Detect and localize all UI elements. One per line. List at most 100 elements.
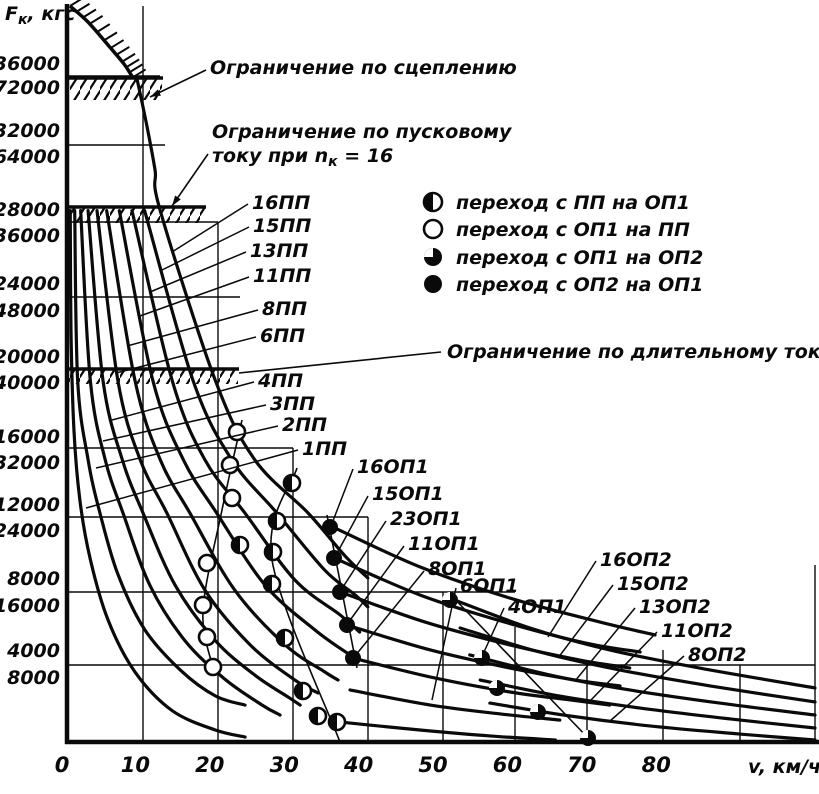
leader-15ПП <box>159 226 250 272</box>
curve-4ПП <box>86 209 302 707</box>
annotation-leader-lines <box>149 69 442 374</box>
starting-current-limit-hatch <box>68 208 205 223</box>
adhesion-hatch-tick <box>89 14 104 25</box>
curve-1ПП <box>68 209 247 739</box>
x-axis-title: v, км/ч <box>748 756 819 778</box>
curve-3ПП <box>79 209 282 717</box>
y-tick-label: 32000 <box>0 452 60 474</box>
curve-label-6ПП: 6ПП <box>260 325 305 347</box>
curve-2ПП <box>73 209 247 707</box>
adhesion-hatch-tick <box>69 0 82 7</box>
leader-4ОП1 <box>483 607 505 653</box>
curve-label-8ОП2: 8ОП2 <box>688 644 747 666</box>
y-tick-label: 64000 <box>0 146 60 168</box>
leader-8ОП2 <box>609 655 685 722</box>
annotation-continuous-current: Ограничение по длительному току <box>447 341 819 363</box>
legend-label-0: переход с ПП на ОП1 <box>456 192 690 214</box>
x-tick-label-60: 60 <box>493 753 522 777</box>
curve-label-13ПП: 13ПП <box>250 240 308 262</box>
y-tick-label: 40000 <box>0 372 60 394</box>
marker-filled-circle <box>322 519 338 535</box>
y-tick-label: 24000 <box>0 520 60 542</box>
leader-13ОП2 <box>574 607 636 682</box>
marker-open-circle <box>222 488 242 508</box>
curve-label-2ПП: 2ПП <box>282 414 327 436</box>
curve-6ПП <box>95 209 320 695</box>
curve-label-11ПП: 11ПП <box>253 265 311 287</box>
leader-continuous-annotation <box>238 351 442 374</box>
curve-label-8ОП1: 8ОП1 <box>428 558 487 580</box>
x-tick-label-30: 30 <box>270 753 299 777</box>
adhesion-hatch-tick <box>96 23 111 33</box>
marker-filled-circle <box>332 584 348 600</box>
y-axis-title: Fк, кгс <box>5 3 76 28</box>
marker-half-circle-fill <box>310 708 318 724</box>
curve-label-15ПП: 15ПП <box>253 215 311 237</box>
leader-15ОП1 <box>334 495 369 558</box>
adhesion-limit-bar-hatch <box>70 79 162 100</box>
curve-label-23ОП1: 23ОП1 <box>390 508 462 530</box>
leader-starting-annotation <box>171 153 209 207</box>
y-tick-label: 4000 <box>6 640 60 662</box>
curve-label-8ПП: 8ПП <box>262 298 307 320</box>
curve-6ОП1 <box>348 688 562 722</box>
annotation-starting-current-line2: току при nк = 16 <box>212 145 393 170</box>
adhesion-hatch-tick <box>75 2 91 13</box>
marker-half-circle-fill <box>424 193 433 211</box>
leader-6ОП1 <box>431 587 457 701</box>
curve-16ОП2 <box>448 596 817 690</box>
leader-11ОП1 <box>347 545 405 624</box>
legend-label-2: переход с ОП1 на ОП2 <box>456 247 703 269</box>
x-tick-label-40: 40 <box>343 753 373 777</box>
curve-label-11ОП2: 11ОП2 <box>661 620 733 642</box>
marker-filled-circle <box>326 550 342 566</box>
marker-three-quarter-notch <box>580 730 588 738</box>
adhesion-limit-curve <box>68 4 135 79</box>
marker-half-circle-fill <box>329 714 337 730</box>
curve-15ПП <box>143 209 370 609</box>
marker-filled-circle <box>339 617 355 633</box>
leader-13ПП <box>149 251 247 293</box>
curve-label-3ПП: 3ПП <box>270 393 315 415</box>
curve-8ОП1 <box>351 656 612 707</box>
curve-11ПП <box>117 209 352 657</box>
curve-16ОП1 <box>331 525 657 637</box>
curve-label-11ОП1: 11ОП1 <box>408 533 480 555</box>
legend-label-3: переход с ОП2 на ОП1 <box>456 274 703 296</box>
curve-4ОП1 <box>338 720 557 742</box>
adhesion-hatch-tick <box>121 52 136 63</box>
y-tick-label: 16000 <box>0 595 60 617</box>
marker-three-quarter-notch <box>489 680 497 688</box>
marker-half-circle-fill <box>264 576 272 592</box>
curve-label-6ОП1: 6ОП1 <box>460 575 519 597</box>
curve-label-16ОП2: 16ОП2 <box>600 549 672 571</box>
marker-open-circle <box>227 422 247 442</box>
adhesion-hatch-tick <box>132 68 147 79</box>
axis-tick-labels: 0 10 20 30 40 50 60 70 8036000720003200064000280… <box>0 53 671 777</box>
label-leader-lines <box>85 203 685 722</box>
adhesion-hatch-tick <box>82 8 97 19</box>
curve-8ПП <box>105 209 340 682</box>
marker-half-circle-fill <box>277 630 285 646</box>
y-tick-label: 8000 <box>7 667 60 689</box>
y-tick-label: 20000 <box>0 346 60 368</box>
leader-16ПП <box>171 203 249 253</box>
y-tick-label: 36000 <box>0 53 60 75</box>
y-tick-label: 28000 <box>0 199 60 221</box>
marker-open-circle <box>197 627 217 647</box>
marker-half-circle-fill <box>232 537 240 553</box>
transition-boundary-line <box>447 591 591 741</box>
marker-open-circle <box>193 595 213 615</box>
curve-label-16ПП: 16ПП <box>252 192 310 214</box>
leader-adhesion-annotation-arrowhead <box>150 89 161 97</box>
curve-label-13ОП2: 13ОП2 <box>639 596 711 618</box>
leader-4ПП <box>111 381 255 421</box>
leader-15ОП2 <box>557 584 614 659</box>
adhesion-hatch-tick <box>125 58 140 69</box>
marker-open-circle <box>197 553 217 573</box>
annotation-adhesion-limit: Ограничение по сцеплению <box>210 57 517 79</box>
leader-starting-annotation-arrowhead <box>172 195 181 206</box>
marker-half-circle-fill <box>284 475 292 491</box>
